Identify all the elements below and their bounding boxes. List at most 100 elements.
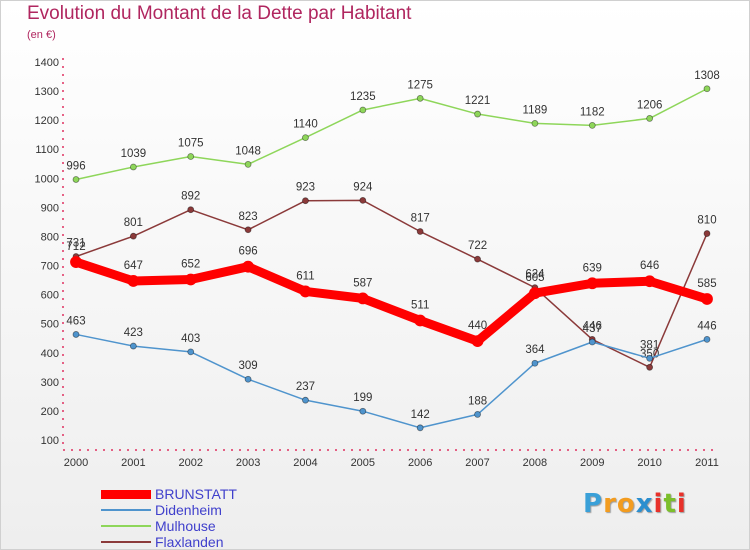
data-label: 1189	[523, 104, 548, 116]
data-point	[242, 260, 254, 273]
data-label: 712	[66, 241, 85, 253]
x-tick-label: 2004	[293, 457, 317, 469]
data-label: 722	[468, 240, 487, 252]
data-label: 1206	[637, 99, 663, 111]
series-line-brunstatt	[71, 257, 712, 346]
legend-label: Didenheim	[155, 502, 222, 518]
x-tick-label: 2005	[351, 457, 375, 469]
logo-letter: o	[616, 489, 636, 519]
y-tick-label: 200	[41, 406, 59, 418]
data-point	[359, 106, 367, 114]
data-point	[646, 363, 654, 371]
data-point	[586, 277, 599, 290]
data-point	[187, 206, 195, 214]
y-tick-label: 1300	[35, 86, 59, 98]
data-point	[703, 85, 711, 93]
data-point	[187, 153, 195, 160]
data-label: 188	[468, 395, 487, 407]
legend-label: Flaxlanden	[155, 534, 224, 550]
data-point	[72, 176, 80, 183]
x-tick-label: 2000	[64, 457, 88, 469]
data-point	[643, 275, 656, 288]
data-label: 309	[238, 360, 257, 372]
y-tick-label: 1100	[35, 144, 59, 156]
x-tick-label: 2003	[236, 457, 260, 469]
data-point	[474, 255, 481, 263]
data-point	[299, 285, 312, 298]
data-point	[129, 163, 137, 171]
data-point	[703, 335, 711, 343]
legend-label: BRUNSTATT	[155, 486, 237, 502]
data-label: 892	[181, 191, 200, 203]
y-tick-label: 1400	[35, 57, 59, 69]
data-label: 1075	[178, 138, 204, 150]
data-label: 364	[525, 344, 545, 356]
data-point	[129, 232, 137, 240]
data-point	[244, 375, 252, 383]
data-point	[416, 424, 424, 432]
logo-letter: i	[653, 489, 664, 519]
logo-letter: t	[663, 489, 677, 519]
logo-letter: P	[583, 489, 604, 519]
data-label: 403	[181, 333, 200, 345]
data-point	[127, 275, 140, 287]
legend-swatch	[101, 509, 151, 511]
data-label: 199	[353, 392, 372, 404]
data-label: 923	[296, 182, 315, 194]
data-label: 652	[181, 258, 200, 270]
data-point	[474, 411, 481, 418]
series-line-mulhouse	[75, 88, 708, 181]
x-tick-label: 2001	[121, 457, 145, 469]
data-point	[187, 348, 195, 356]
data-point	[359, 197, 367, 204]
logo-letter: i	[676, 489, 687, 519]
data-point	[72, 331, 80, 338]
data-label: 810	[697, 215, 716, 227]
data-label: 1140	[293, 119, 318, 131]
chart-title: Evolution du Montant de la Dette par Hab…	[27, 3, 412, 24]
data-point	[416, 228, 424, 235]
y-tick-label: 700	[41, 261, 59, 273]
data-label: 801	[124, 217, 143, 229]
y-tick-label: 600	[41, 290, 59, 302]
data-point	[302, 134, 309, 142]
data-label: 446	[697, 320, 716, 332]
legend-swatch	[101, 489, 151, 499]
data-label: 440	[468, 320, 487, 332]
y-tick-label: 300	[41, 377, 59, 389]
data-point	[129, 342, 137, 350]
data-point	[184, 273, 197, 286]
legend-label: Mulhouse	[155, 518, 216, 534]
legend-swatch	[101, 541, 151, 543]
data-point	[646, 115, 654, 122]
x-tick-label: 2007	[465, 457, 489, 469]
data-label: 585	[697, 278, 716, 290]
y-tick-label: 1000	[35, 173, 59, 185]
data-label: 237	[296, 381, 315, 393]
data-label: 437	[583, 323, 602, 335]
data-label: 1235	[350, 91, 376, 103]
proxiti-logo: Proxiti	[583, 489, 687, 519]
data-point	[474, 110, 481, 118]
data-point	[70, 256, 82, 268]
data-label: 587	[353, 277, 372, 289]
x-tick-label: 2011	[695, 457, 719, 469]
y-tick-label: 1200	[35, 115, 59, 127]
legend: BRUNSTATT Didenheim Mulhouse Flaxlanden	[101, 486, 237, 550]
data-label: 463	[66, 315, 85, 327]
x-tick-label: 2009	[580, 457, 604, 469]
legend-item: BRUNSTATT	[101, 486, 237, 502]
data-label: 423	[124, 327, 143, 339]
x-tick-label: 2008	[523, 457, 547, 469]
data-label: 647	[124, 260, 143, 272]
data-label: 646	[640, 260, 659, 272]
series-line-didenheim	[75, 333, 708, 429]
data-point	[414, 314, 427, 327]
x-tick-label: 2010	[637, 457, 661, 469]
data-label: 731	[66, 238, 85, 250]
data-label: 605	[525, 272, 544, 284]
x-tick-label: 2006	[408, 457, 432, 469]
data-point	[646, 354, 654, 362]
